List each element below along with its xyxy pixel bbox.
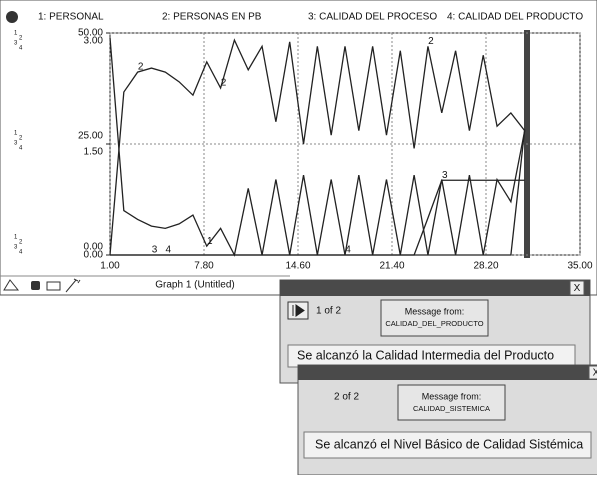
message-text: Se alcanzó la Calidad Intermedia del Pro… (297, 348, 554, 362)
graph-icon[interactable] (6, 11, 18, 23)
curve-marker: 2 (221, 78, 227, 89)
x-tick-label: 21.40 (379, 261, 404, 272)
x-tick-label: 28.20 (473, 261, 498, 272)
legend-entry: 4: CALIDAD DEL PRODUCTO (447, 12, 583, 23)
curve-marker: 3 (442, 170, 448, 181)
close-label[interactable]: X (593, 368, 597, 379)
curve-marker: 1 (207, 236, 213, 247)
x-tick-label: 35.00 (567, 261, 592, 272)
legend-entry: 3: CALIDAD DEL PROCESO (308, 12, 437, 23)
button-label[interactable]: Message from: (405, 306, 465, 316)
legend-entry: 2: PERSONAS EN PB (162, 12, 262, 23)
y2-tick-label: 1.50 (84, 147, 104, 158)
curve-marker: 2 (428, 36, 434, 47)
lock-icon[interactable] (31, 281, 40, 290)
screen: Graph 1 (Untitled) 1: PERSONAL 2: PERSONA… (0, 0, 597, 475)
message-text: Se alcanzó el Nivel Básico de Calidad Si… (315, 437, 583, 451)
close-label[interactable]: X (574, 283, 581, 294)
legend-entry: 1: PERSONAL (38, 12, 104, 23)
graph-name: Graph 1 (Untitled) (155, 280, 234, 291)
y2-tick-label: 3.00 (84, 36, 104, 47)
y2-tick-label: 0.00 (84, 250, 104, 261)
dialog-titlebar (280, 280, 590, 296)
x-tick-label: 1.00 (100, 261, 120, 272)
dialog: X 2 of 2 Message from: CALIDAD_SISTEMICA… (298, 365, 597, 475)
y-tick-label: 25.00 (78, 131, 103, 142)
x-tick-label: 7.80 (194, 261, 214, 272)
curve-marker: 2 (138, 62, 144, 73)
button-label[interactable]: Message from: (422, 391, 482, 401)
button-label[interactable]: CALIDAD_SISTEMICA (413, 404, 490, 413)
message-counter: 2 of 2 (334, 392, 359, 403)
curve-marker: 4 (166, 245, 172, 256)
curve-marker: 3 (152, 245, 158, 256)
page: Graph 1 (Untitled) 1: PERSONAL 2: PERSONA… (0, 0, 597, 475)
button-label[interactable]: CALIDAD_DEL_PRODUCTO (385, 319, 483, 328)
dialog-titlebar (298, 365, 597, 380)
x-tick-label: 14.60 (285, 261, 310, 272)
message-counter: 1 of 2 (316, 306, 341, 317)
curve-marker: 4 (345, 245, 351, 256)
message-button[interactable] (398, 385, 505, 420)
